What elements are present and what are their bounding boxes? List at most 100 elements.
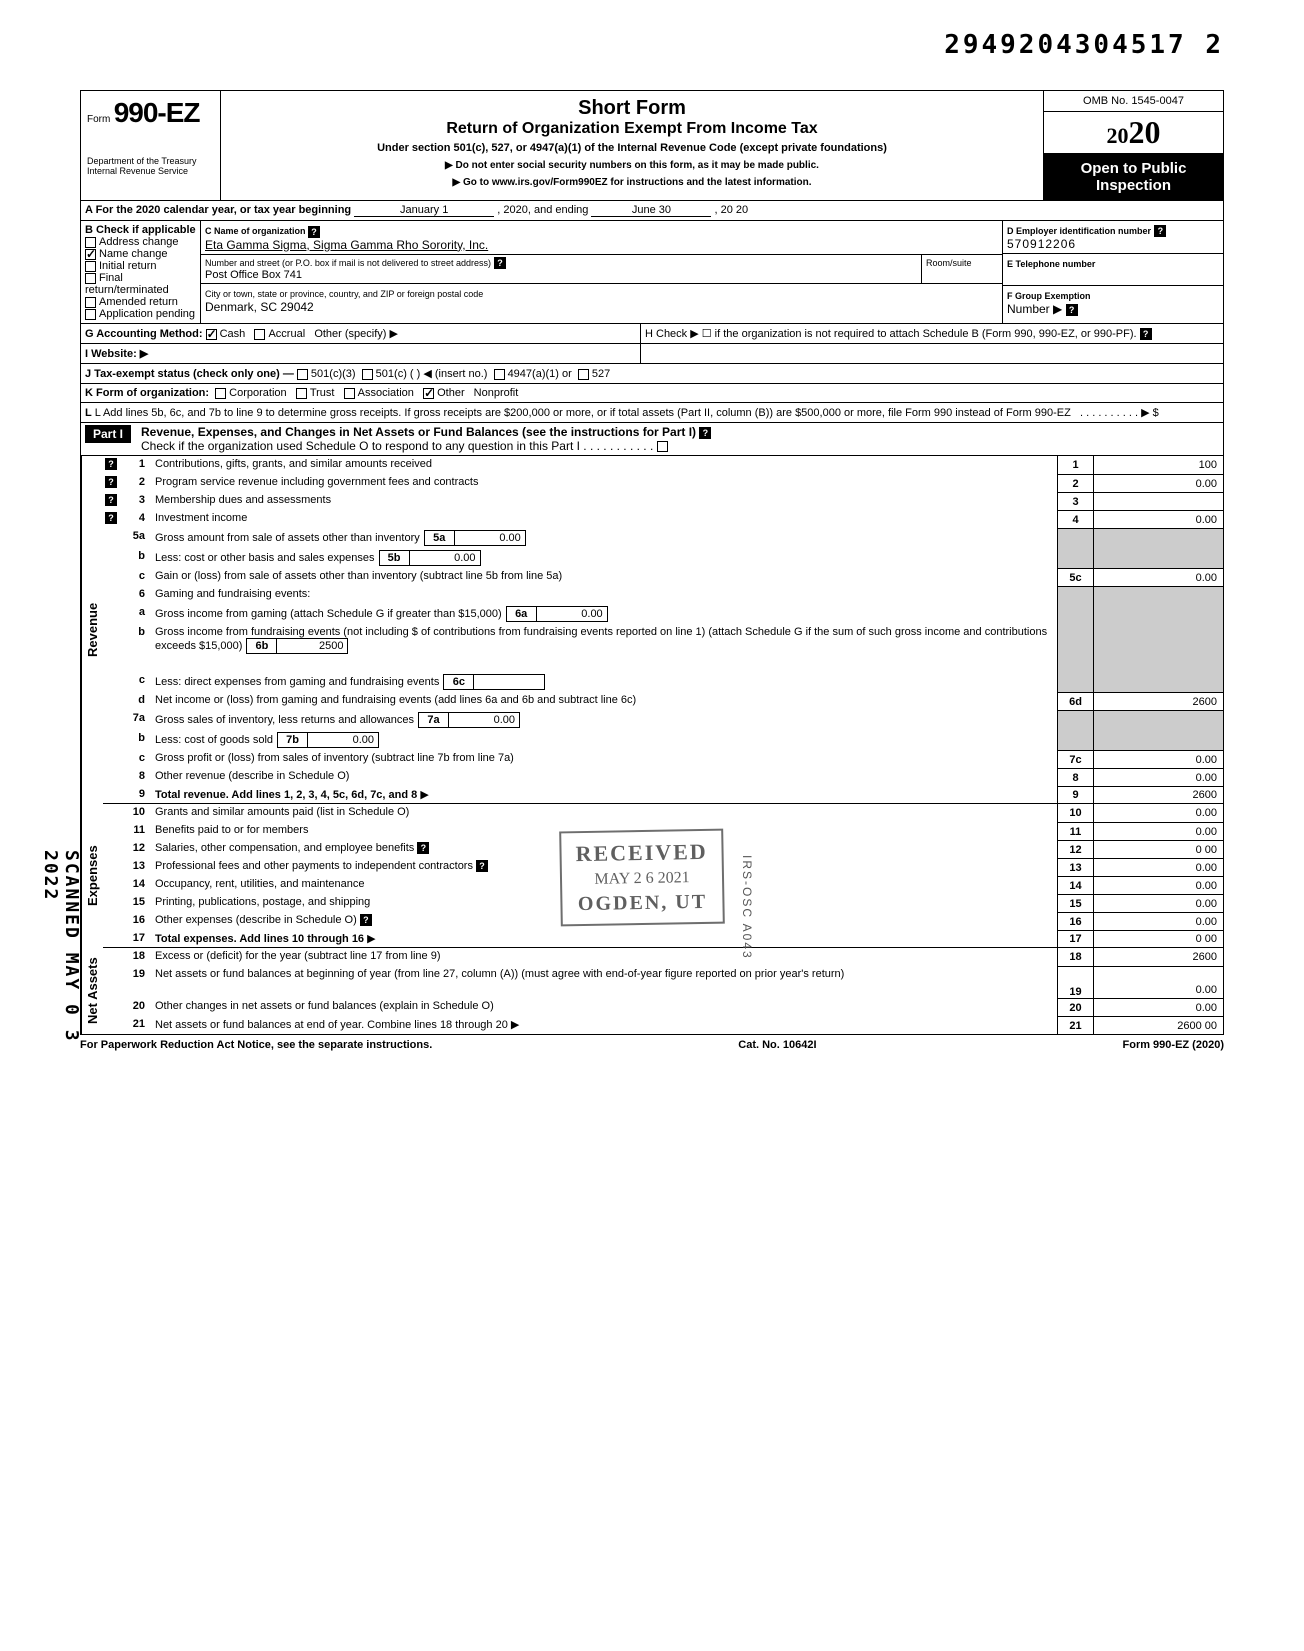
help-icon[interactable]: ?: [308, 226, 320, 238]
ln11-desc: Benefits paid to or for members: [151, 822, 1057, 840]
help-icon[interactable]: ?: [1140, 328, 1152, 340]
lbl-cash: Cash: [220, 328, 246, 340]
help-icon[interactable]: ?: [417, 842, 429, 854]
ln7b-desc: Less: cost of goods sold: [155, 734, 273, 746]
chk-4947[interactable]: [494, 369, 505, 380]
ln7c-amt[interactable]: 0.00: [1093, 750, 1223, 768]
lbl-other-method: Other (specify) ▶: [314, 328, 398, 340]
ln21-amt[interactable]: 2600 00: [1093, 1016, 1223, 1034]
ln7a-subamt[interactable]: 0.00: [449, 713, 519, 727]
help-icon[interactable]: ?: [494, 257, 506, 269]
ln19-box: 19: [1057, 966, 1093, 998]
ln20-box: 20: [1057, 998, 1093, 1016]
chk-cash[interactable]: [206, 329, 217, 340]
help-icon[interactable]: ?: [105, 458, 117, 470]
ln5c-amt[interactable]: 0.00: [1093, 568, 1223, 586]
chk-pending[interactable]: [85, 309, 96, 320]
document-id: 2949204304517 2: [944, 30, 1224, 60]
ln12-amt[interactable]: 0 00: [1093, 840, 1223, 858]
chk-schedule-o[interactable]: [657, 441, 668, 452]
street-address[interactable]: Post Office Box 741: [205, 269, 302, 281]
help-icon[interactable]: ?: [1066, 304, 1078, 316]
ln7b-subamt[interactable]: 0.00: [308, 733, 378, 747]
help-icon[interactable]: ?: [105, 512, 117, 524]
chk-amended[interactable]: [85, 297, 96, 308]
help-icon[interactable]: ?: [360, 914, 372, 926]
ln9-amt[interactable]: 2600: [1093, 786, 1223, 803]
help-icon[interactable]: ?: [699, 427, 711, 439]
other-org-val[interactable]: Nonprofit: [474, 387, 519, 399]
chk-final[interactable]: [85, 273, 96, 284]
form-subtitle: Return of Organization Exempt From Incom…: [229, 120, 1035, 138]
ln14-amt[interactable]: 0.00: [1093, 876, 1223, 894]
ln13-amt[interactable]: 0.00: [1093, 858, 1223, 876]
chk-trust[interactable]: [296, 388, 307, 399]
lbl-accrual: Accrual: [268, 328, 305, 340]
shade: [1093, 710, 1223, 730]
stamp-side: IRS-OSC A043: [740, 855, 754, 960]
h-label: H Check ▶ ☐ if the organization is not r…: [645, 328, 1137, 340]
ln10-amt[interactable]: 0.00: [1093, 804, 1223, 822]
period-end[interactable]: June 30: [591, 204, 711, 217]
row-period: A For the 2020 calendar year, or tax yea…: [80, 201, 1224, 221]
short-form-title: Short Form: [229, 97, 1035, 120]
ln11-amt[interactable]: 0.00: [1093, 822, 1223, 840]
chk-assoc[interactable]: [344, 388, 355, 399]
chk-501c3[interactable]: [297, 369, 308, 380]
form-id-block: Form 990-EZ Department of the Treasury I…: [81, 91, 221, 200]
chk-accrual[interactable]: [254, 329, 265, 340]
shade: [1093, 672, 1223, 692]
ln10-no: 10: [119, 804, 151, 822]
ln6c-subamt[interactable]: [474, 675, 544, 689]
ln15-desc: Printing, publications, postage, and shi…: [151, 894, 1057, 912]
ln9-desc: Total revenue. Add lines 1, 2, 3, 4, 5c,…: [155, 789, 417, 801]
ln15-no: 15: [119, 894, 151, 912]
ln10-box: 10: [1057, 804, 1093, 822]
help-icon[interactable]: ?: [1154, 225, 1166, 237]
help-icon[interactable]: ?: [476, 860, 488, 872]
ln16-amt[interactable]: 0.00: [1093, 912, 1223, 930]
ln6a-desc: Gross income from gaming (attach Schedul…: [155, 608, 502, 620]
ln8-amt[interactable]: 0.00: [1093, 768, 1223, 786]
ln2-amt[interactable]: 0.00: [1093, 474, 1223, 492]
ln3-amt[interactable]: [1093, 492, 1223, 510]
shade: [1057, 710, 1093, 730]
ln18-amt[interactable]: 2600: [1093, 948, 1223, 966]
row-gh: G Accounting Method: Cash Accrual Other …: [80, 324, 1224, 344]
ln4-amt[interactable]: 0.00: [1093, 510, 1223, 528]
ein[interactable]: 570912206: [1007, 237, 1076, 251]
ln13-no: 13: [119, 858, 151, 876]
ln1-no: 1: [119, 456, 151, 474]
chk-527[interactable]: [578, 369, 589, 380]
ln18-desc: Excess or (deficit) for the year (subtra…: [151, 948, 1057, 966]
shade: [1093, 586, 1223, 604]
ln6d-amt[interactable]: 2600: [1093, 692, 1223, 710]
help-icon[interactable]: ?: [105, 476, 117, 488]
chk-initial[interactable]: [85, 261, 96, 272]
org-name[interactable]: Eta Gamma Sigma, Sigma Gamma Rho Sororit…: [205, 238, 488, 252]
ln6c-desc: Less: direct expenses from gaming and fu…: [155, 676, 439, 688]
city-state-zip[interactable]: Denmark, SC 29042: [205, 300, 314, 314]
ln20-amt[interactable]: 0.00: [1093, 998, 1223, 1016]
ln5b-subamt[interactable]: 0.00: [410, 551, 480, 565]
ln17-amt[interactable]: 0 00: [1093, 930, 1223, 947]
ln6a-subamt[interactable]: 0.00: [537, 607, 607, 621]
lines-table: Revenue ?1Contributions, gifts, grants, …: [80, 456, 1224, 1035]
ln16-box: 16: [1057, 912, 1093, 930]
chk-other-org[interactable]: [423, 388, 434, 399]
chk-corp[interactable]: [215, 388, 226, 399]
part1-check-line: Check if the organization used Schedule …: [141, 439, 580, 453]
city-label: City or town, state or province, country…: [205, 289, 483, 299]
help-icon[interactable]: ?: [105, 494, 117, 506]
ln1-amt[interactable]: 100: [1093, 456, 1223, 474]
opt-amended: Amended return: [99, 296, 178, 308]
period-start[interactable]: January 1: [354, 204, 494, 217]
ln7b-sub: 7b: [278, 733, 308, 747]
chk-501c[interactable]: [362, 369, 373, 380]
ln5a-subamt[interactable]: 0.00: [455, 531, 525, 545]
chk-namechange[interactable]: [85, 249, 96, 260]
ln15-amt[interactable]: 0.00: [1093, 894, 1223, 912]
ln20-desc: Other changes in net assets or fund bala…: [151, 998, 1057, 1016]
ln6b-subamt[interactable]: 2500: [277, 639, 347, 653]
ln19-amt[interactable]: 0.00: [1093, 966, 1223, 998]
